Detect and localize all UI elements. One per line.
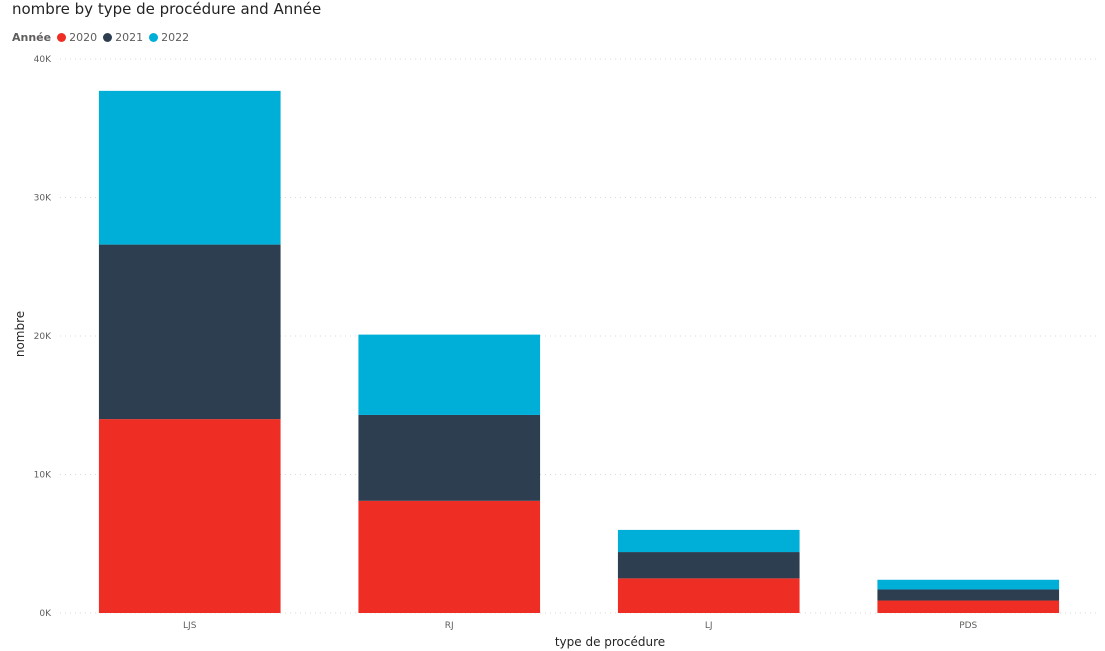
y-tick-label-3: 30K [34, 194, 52, 204]
legend-marker-2020 [57, 32, 67, 42]
bar-LJS-2020[interactable] [98, 419, 281, 613]
x-tick-label-RJ: RJ [445, 621, 454, 631]
bar-LJ-2020[interactable] [617, 578, 800, 613]
legend-label-2020: 2020 [69, 30, 98, 44]
bar-RJ-2020[interactable] [358, 500, 541, 613]
bars [98, 90, 1060, 613]
x-tick-label-PDS: PDS [959, 621, 977, 631]
x-tick-label-LJS: LJS [183, 621, 197, 631]
legend-marker-2022 [149, 32, 159, 42]
bar-LJ-2022[interactable] [617, 529, 800, 553]
bar-PDS-2022[interactable] [877, 579, 1060, 590]
bar-LJS-2021[interactable] [98, 244, 281, 420]
bar-PDS-2020[interactable] [877, 600, 1060, 613]
bar-LJ-2021[interactable] [617, 552, 800, 579]
bar-RJ-2021[interactable] [358, 414, 541, 501]
y-tick-label-0: 0K [39, 609, 52, 619]
legend-item-2021[interactable]: 2021 [103, 31, 143, 44]
y-tick-label-2: 20K [34, 332, 52, 342]
bar-RJ-2022[interactable] [358, 334, 541, 415]
chart-title: nombre by type de procédure and Année [12, 0, 322, 18]
legend-label-2022: 2022 [161, 30, 190, 44]
x-tick-label-LJ: LJ [705, 621, 713, 631]
legend-label-2021: 2021 [115, 30, 144, 44]
y-axis-ticks: 0K 10K 20K 30K 40K [34, 55, 52, 619]
bar-PDS-2021[interactable] [877, 589, 1060, 601]
bar-LJS-2022[interactable] [98, 90, 281, 245]
x-axis-title: type de procédure [555, 635, 665, 649]
legend: Année 2020 2021 2022 [12, 29, 195, 45]
legend-title: Année [12, 30, 52, 44]
y-tick-label-1: 10K [34, 471, 52, 481]
legend-item-2020[interactable]: 2020 [57, 31, 97, 44]
legend-marker-2021 [103, 32, 113, 42]
y-tick-label-4: 40K [34, 55, 52, 65]
legend-item-2022[interactable]: 2022 [149, 31, 189, 44]
y-axis-title: nombre [13, 311, 27, 357]
x-axis-ticks: LJS RJ LJ PDS [183, 621, 978, 631]
